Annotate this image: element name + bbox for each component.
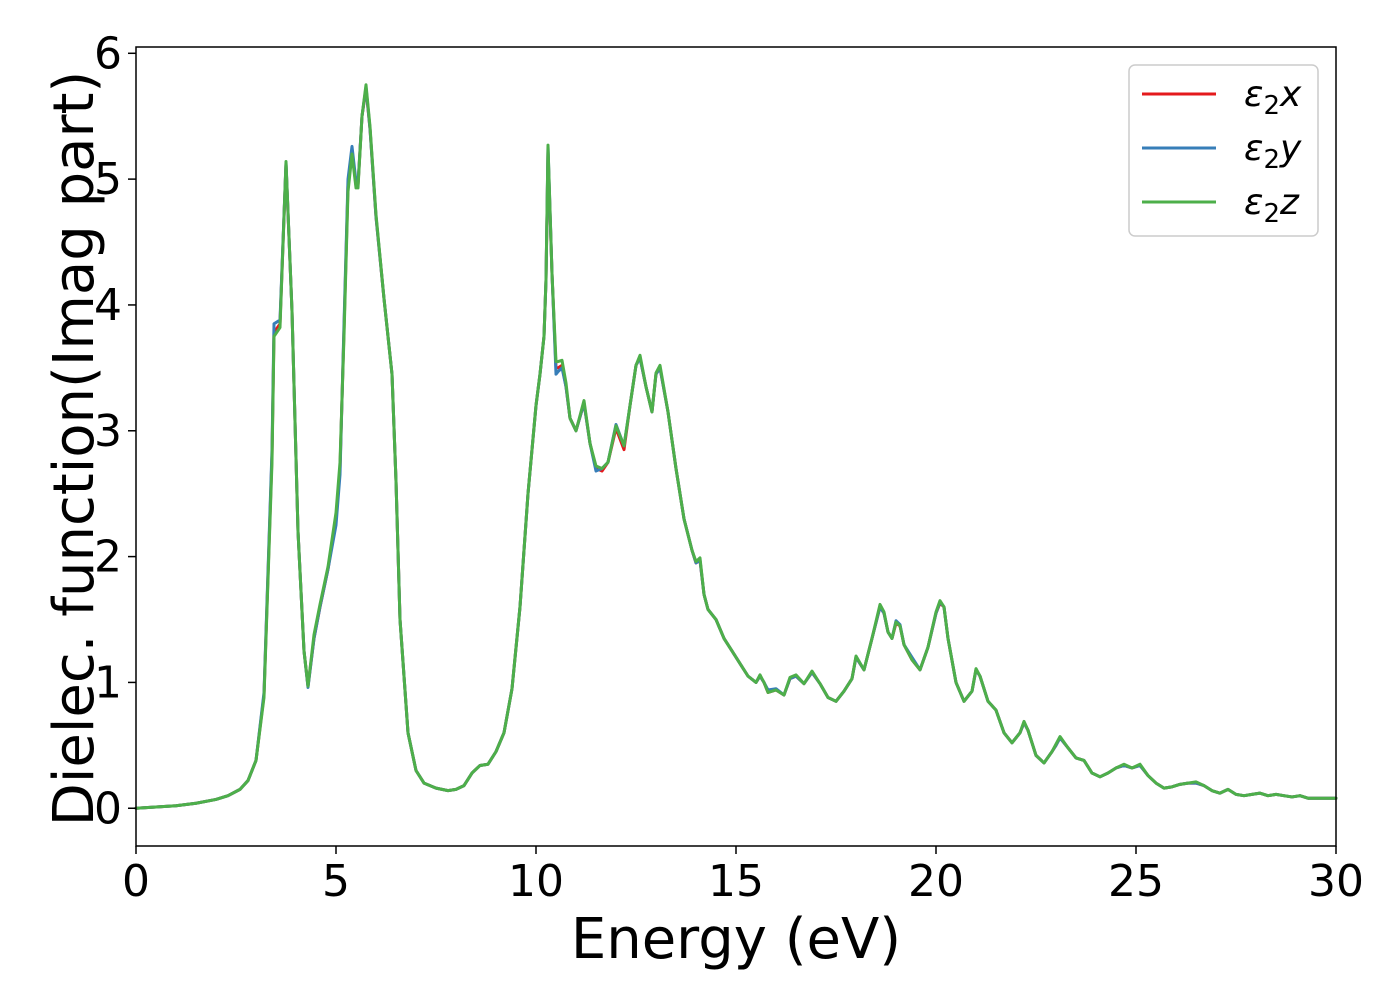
y-tick-label: 0 bbox=[94, 783, 122, 834]
y-tick-label: 1 bbox=[94, 657, 122, 708]
x-tick-label: 25 bbox=[1108, 856, 1164, 907]
legend-items: ε2x ε2y ε2z bbox=[1142, 74, 1302, 229]
legend-box bbox=[1128, 64, 1319, 237]
plot-lines bbox=[134, 83, 1338, 810]
series-line-z bbox=[134, 83, 1338, 810]
x-tick-label: 0 bbox=[122, 856, 150, 907]
x-axis-label: Energy (eV) bbox=[571, 907, 901, 972]
y-tick-label: 2 bbox=[94, 532, 122, 583]
x-tick-label: 30 bbox=[1308, 856, 1364, 907]
x-axis-ticks: 0 5 10 15 20 25 30 bbox=[122, 846, 1364, 907]
y-tick-label: 4 bbox=[94, 280, 122, 331]
y-axis-ticks: 0 1 2 3 4 5 6 bbox=[94, 28, 136, 834]
legend-label-x: ε2x bbox=[1244, 74, 1302, 121]
y-tick-label: 3 bbox=[94, 406, 122, 457]
y-tick-label: 5 bbox=[94, 154, 122, 205]
legend: ε2x ε2y ε2z bbox=[1128, 64, 1319, 237]
y-axis-label: Dielec. function(Imag part) bbox=[42, 71, 107, 827]
legend-label-z: ε2z bbox=[1244, 182, 1300, 229]
x-tick-label: 20 bbox=[908, 856, 964, 907]
x-tick-label: 10 bbox=[508, 856, 564, 907]
x-tick-label: 5 bbox=[322, 856, 350, 907]
y-tick-label: 6 bbox=[94, 28, 122, 79]
legend-label-y: ε2y bbox=[1244, 128, 1302, 175]
x-tick-label: 15 bbox=[708, 856, 764, 907]
